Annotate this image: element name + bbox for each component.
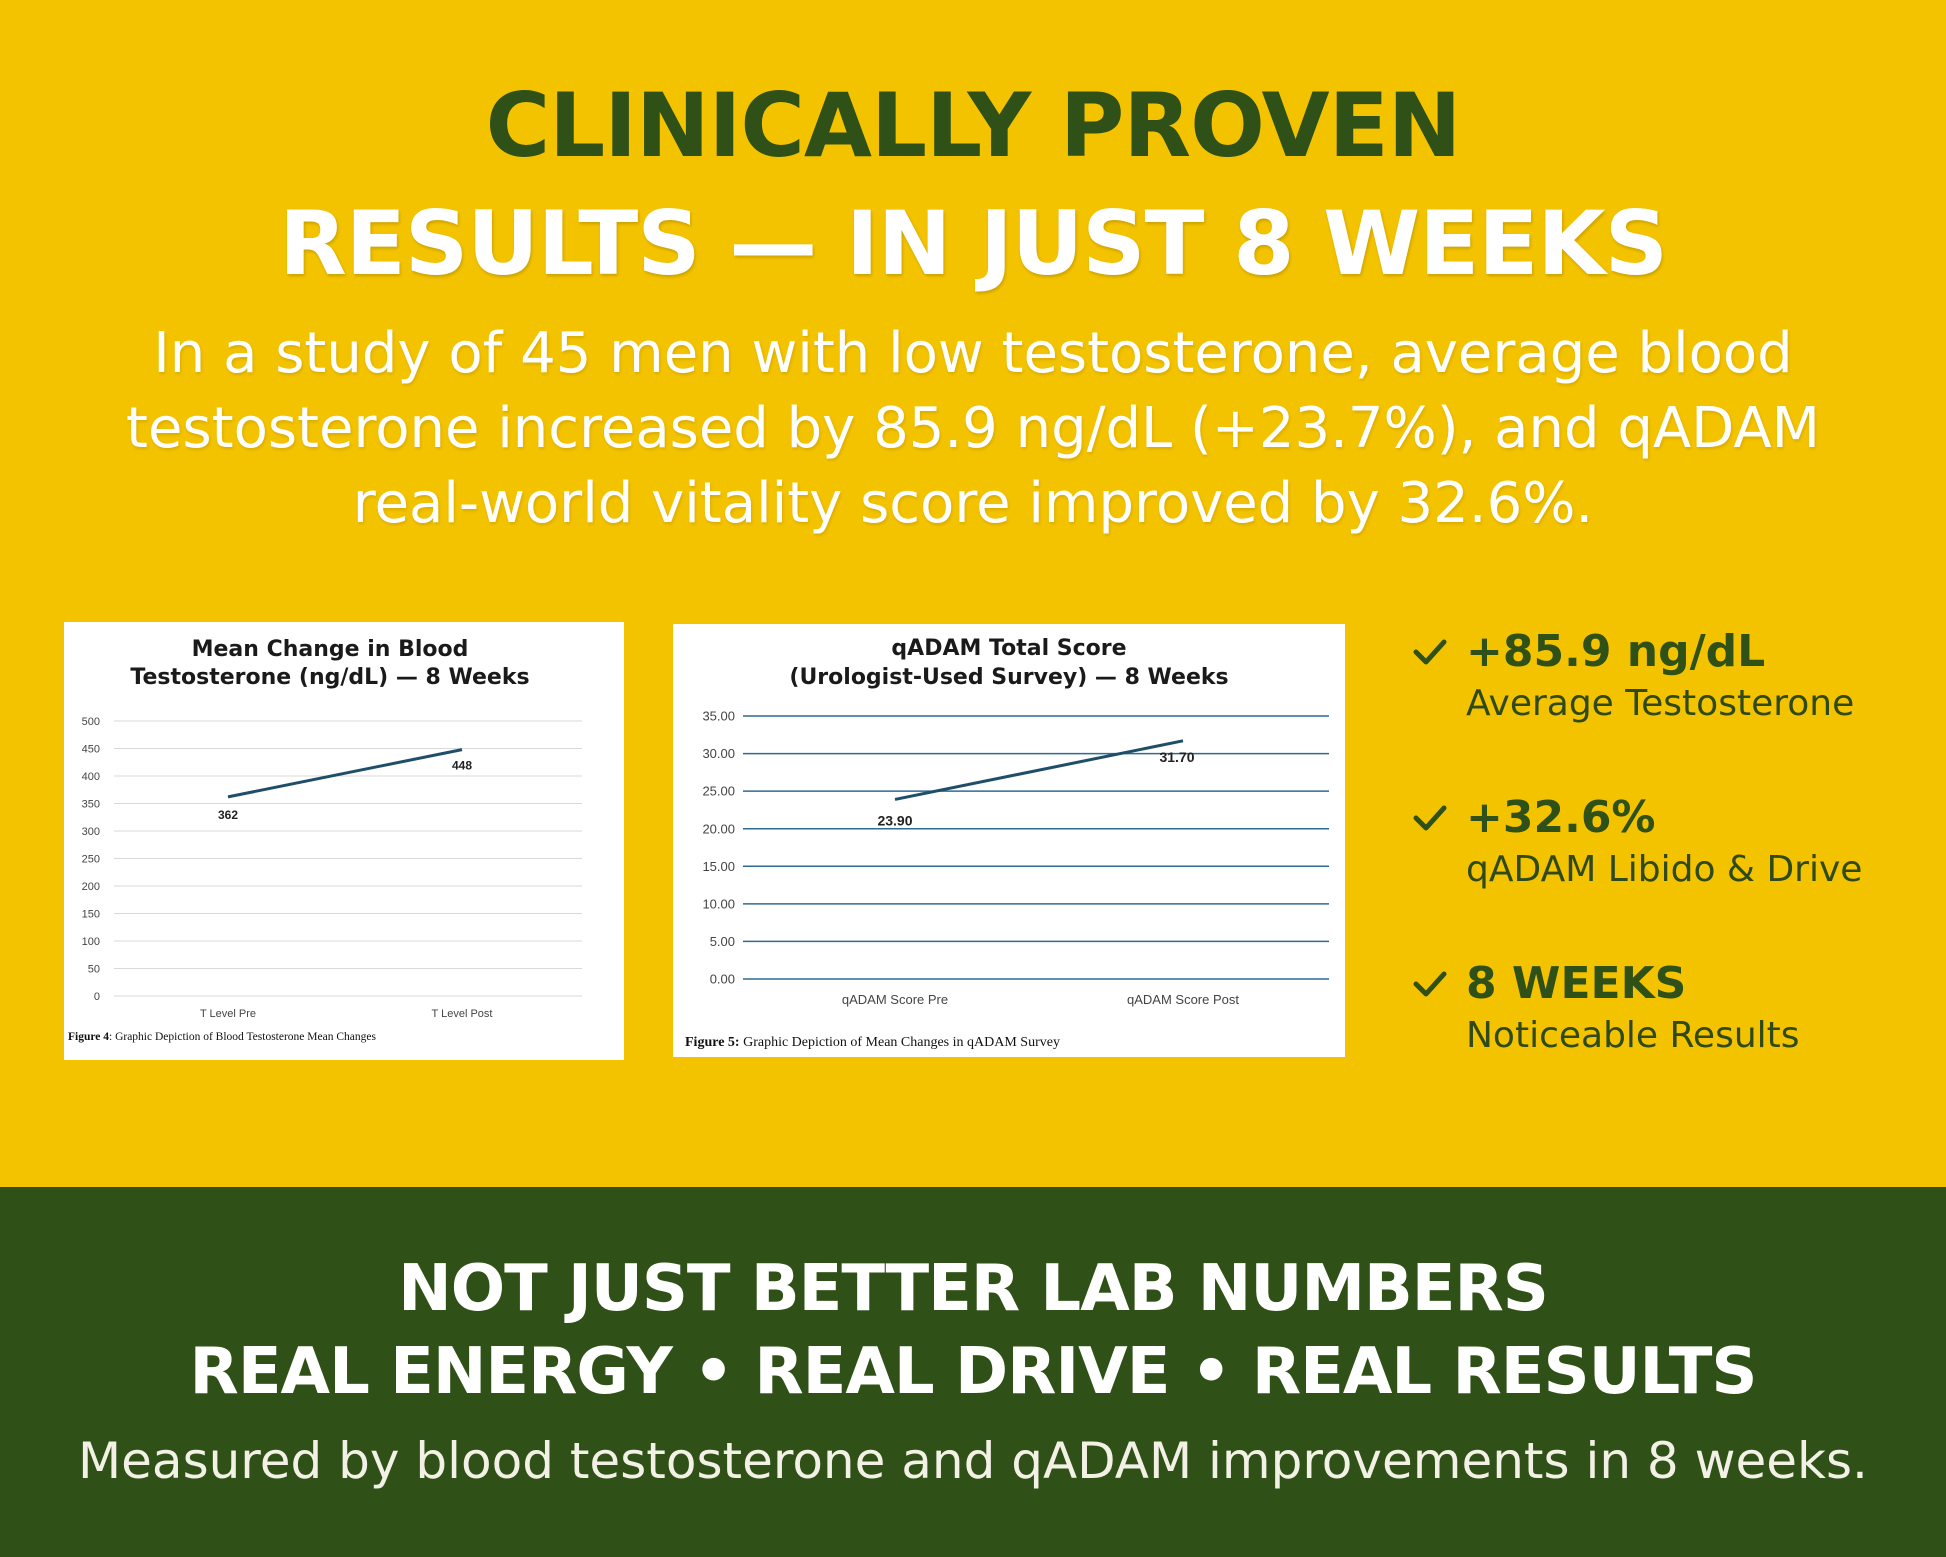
chart1-title-line-2: Testosterone (ng/dL) — 8 Weeks (130, 665, 529, 690)
y-tick-label: 300 (82, 826, 100, 838)
y-tick-label: 150 (82, 908, 100, 920)
y-tick-label: 450 (82, 743, 100, 755)
testosterone-chart-card: Mean Change in Blood Testosterone (ng/dL… (64, 622, 624, 1060)
y-tick-label: 250 (82, 853, 100, 865)
testosterone-line-chart: Mean Change in Blood Testosterone (ng/dL… (68, 637, 582, 1043)
y-tick-label: 35.00 (702, 709, 735, 724)
y-tick-label: 20.00 (702, 821, 735, 836)
y-tick-label: 0.00 (710, 972, 735, 987)
y-tick-label: 200 (82, 881, 100, 893)
chart2-caption-figure: Figure 5: (685, 1035, 740, 1050)
data-label: 448 (452, 759, 472, 773)
y-tick-label: 5.00 (710, 934, 735, 949)
stat-label: qADAM Libido & Drive (1466, 849, 1863, 890)
check-icon (1413, 971, 1447, 997)
chart1-caption-text: : Graphic Depiction of Blood Testosteron… (109, 1031, 376, 1043)
data-label: 23.90 (877, 812, 912, 828)
headline-line-1: CLINICALLY PROVEN (485, 74, 1462, 177)
series-line (227, 748, 463, 799)
stat-value: +85.9 ng/dL (1466, 626, 1766, 677)
check-icon (1413, 805, 1447, 831)
headline-line-2: RESULTS — IN JUST 8 WEEKS (279, 192, 1668, 295)
intro-text: In a study of 45 men with low testostero… (126, 321, 1820, 536)
y-tick-label: 50 (88, 963, 100, 975)
footer-line-1: NOT JUST BETTER LAB NUMBERS (398, 1252, 1549, 1326)
stat-label: Average Testosterone (1466, 683, 1855, 724)
chart2-caption-text: Graphic Depiction of Mean Changes in qAD… (740, 1035, 1060, 1050)
y-tick-label: 30.00 (702, 746, 735, 761)
data-label: 31.70 (1159, 749, 1194, 765)
y-tick-label: 25.00 (702, 784, 735, 799)
footer-line-3: Measured by blood testosterone and qADAM… (78, 1432, 1868, 1490)
x-tick-label: qADAM Score Pre (842, 992, 948, 1007)
x-tick-label: T Level Post (432, 1008, 493, 1020)
chart2-title-line-1: qADAM Total Score (891, 636, 1126, 661)
stat-value: +32.6% (1466, 792, 1656, 843)
chart1-caption-figure: Figure 4 (68, 1031, 109, 1043)
y-tick-label: 500 (82, 716, 100, 728)
y-tick-label: 100 (82, 936, 100, 948)
y-tick-label: 0 (94, 991, 100, 1003)
chart1-title-line-1: Mean Change in Blood (192, 637, 469, 662)
chart1-caption: Figure 4: Graphic Depiction of Blood Tes… (68, 1031, 376, 1043)
y-tick-label: 15.00 (702, 859, 735, 874)
y-tick-label: 400 (82, 771, 100, 783)
chart2-caption: Figure 5: Graphic Depiction of Mean Chan… (685, 1035, 1060, 1050)
stat-value: 8 WEEKS (1466, 958, 1687, 1009)
top-section: CLINICALLY PROVEN RESULTS — IN JUST 8 WE… (64, 74, 1863, 1060)
y-tick-label: 350 (82, 798, 100, 810)
footer-banner: NOT JUST BETTER LAB NUMBERS REAL ENERGY … (0, 1187, 1946, 1557)
x-tick-label: T Level Pre (200, 1008, 256, 1020)
series-line (894, 739, 1184, 801)
qadam-line-chart: qADAM Total Score (Urologist-Used Survey… (685, 636, 1329, 1050)
qadam-chart-card: qADAM Total Score (Urologist-Used Survey… (673, 624, 1345, 1057)
y-tick-label: 10.00 (702, 896, 735, 911)
stat-label: Noticeable Results (1466, 1015, 1800, 1056)
footer-line-2: REAL ENERGY • REAL DRIVE • REAL RESULTS (189, 1335, 1758, 1409)
chart2-title-line-2: (Urologist-Used Survey) — 8 Weeks (789, 665, 1228, 690)
check-icon (1413, 639, 1447, 665)
data-label: 362 (218, 808, 238, 822)
x-tick-label: qADAM Score Post (1127, 992, 1239, 1007)
